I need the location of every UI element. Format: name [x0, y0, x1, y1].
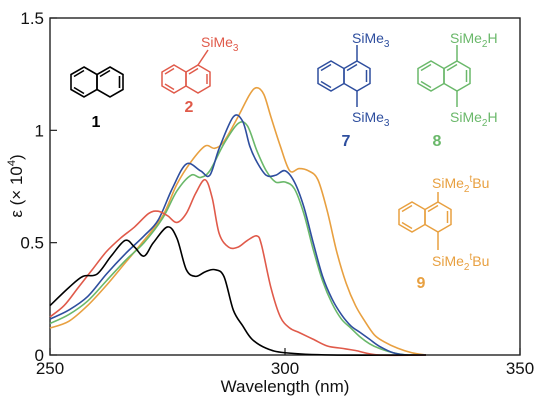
compound-9-substituent-bottom: SiMe2tBu	[432, 252, 489, 273]
x-tick-label: 350	[506, 359, 534, 378]
compound-8-substituent-top: SiMe2H	[450, 30, 498, 50]
compound-1-structure	[70, 66, 124, 98]
compound-8-substituent-bottom: SiMe2H	[450, 109, 498, 129]
axis-ticks	[49, 17, 521, 356]
series-line-compound-8	[49, 121, 427, 356]
tick-labels: 250 300 350 0 0.5 1 1.5	[20, 9, 534, 378]
compound-9-label: 9	[417, 275, 426, 292]
y-tick-label: 1	[35, 121, 44, 140]
compound-7-label: 7	[342, 133, 351, 150]
compound-8-label: 8	[433, 133, 442, 150]
compound-7-substituent-bottom: SiMe3	[352, 109, 390, 129]
y-tick-label: 0.5	[20, 234, 44, 253]
compound-7-structure	[317, 45, 371, 107]
compound-2-label: 2	[185, 99, 194, 116]
series-line-compound-7	[49, 114, 427, 356]
y-axis-title-close: )	[7, 154, 26, 160]
x-tick-label: 250	[36, 359, 64, 378]
x-tick-label: 300	[271, 359, 299, 378]
compound-2-structure	[161, 49, 211, 94]
series-line-compound-9	[49, 86, 427, 356]
y-tick-label: 1.5	[20, 9, 44, 28]
y-tick-label: 0	[35, 346, 44, 365]
y-axis-title-main: ε (× 10	[7, 166, 26, 218]
x-axis-title: Wavelength (nm)	[221, 377, 350, 396]
compound-9-substituent-top: SiMe2tBu	[432, 174, 489, 195]
y-axis-title-sup: 4	[6, 160, 18, 166]
compound-9-structure	[398, 192, 452, 250]
compound-8-structure	[417, 45, 471, 107]
compound-1-label: 1	[92, 114, 101, 131]
series-line-compound-2	[49, 178, 427, 357]
compound-2-substituent: SiMe3	[201, 34, 239, 54]
compound-7-substituent-top: SiMe3	[352, 30, 390, 50]
y-axis-title: ε (× 104)	[6, 154, 26, 217]
series-line-compound-1	[49, 226, 427, 356]
series-lines	[49, 86, 427, 357]
